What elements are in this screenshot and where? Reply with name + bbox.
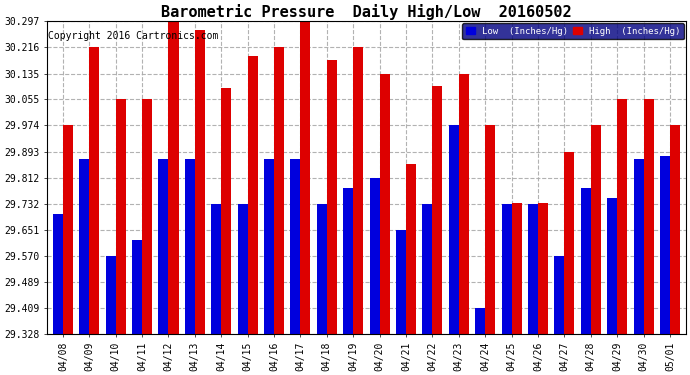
Bar (317, 204, 327, 334)
Bar (53, 214, 63, 334)
Bar (581, 188, 591, 334)
Bar (528, 204, 538, 334)
Bar (564, 152, 575, 334)
Bar (237, 204, 248, 334)
Bar (396, 230, 406, 334)
Bar (248, 56, 257, 334)
Bar (116, 99, 126, 334)
Bar (607, 198, 617, 334)
Bar (406, 164, 416, 334)
Bar (211, 204, 221, 334)
Legend: Low  (Inches/Hg), High  (Inches/Hg): Low (Inches/Hg), High (Inches/Hg) (462, 23, 684, 39)
Bar (644, 99, 653, 334)
Bar (475, 308, 485, 334)
Bar (670, 126, 680, 334)
Bar (448, 126, 459, 334)
Bar (264, 159, 274, 334)
Bar (168, 21, 179, 334)
Bar (106, 256, 116, 334)
Bar (591, 126, 601, 334)
Bar (485, 126, 495, 334)
Bar (195, 30, 205, 334)
Bar (343, 188, 353, 334)
Text: Copyright 2016 Cartronics.com: Copyright 2016 Cartronics.com (48, 31, 218, 41)
Bar (370, 178, 380, 334)
Bar (617, 99, 627, 334)
Bar (79, 159, 89, 334)
Bar (459, 74, 469, 334)
Bar (300, 21, 310, 334)
Bar (290, 159, 300, 334)
Bar (633, 159, 644, 334)
Bar (538, 203, 548, 334)
Bar (511, 203, 522, 334)
Bar (353, 48, 363, 334)
Bar (142, 99, 152, 334)
Bar (433, 86, 442, 334)
Bar (132, 240, 142, 334)
Bar (327, 60, 337, 334)
Bar (221, 88, 231, 334)
Bar (274, 48, 284, 334)
Bar (422, 204, 433, 334)
Bar (554, 256, 564, 334)
Title: Barometric Pressure  Daily High/Low  20160502: Barometric Pressure Daily High/Low 20160… (161, 4, 572, 20)
Bar (89, 48, 99, 334)
Bar (159, 159, 168, 334)
Bar (63, 126, 73, 334)
Bar (660, 156, 670, 334)
Bar (502, 204, 511, 334)
Bar (185, 159, 195, 334)
Bar (380, 74, 390, 334)
